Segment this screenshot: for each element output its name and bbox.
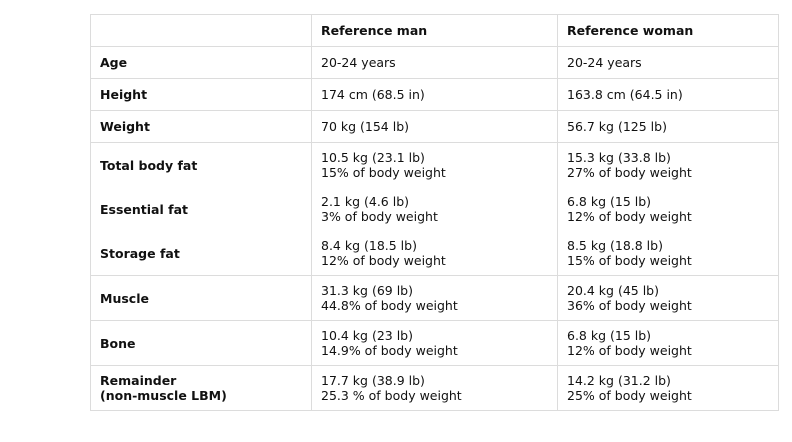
cell-line: 56.7 kg (125 lb) bbox=[567, 119, 667, 134]
table-body: Age 20-24 years 20-24 years Height 174 cm (6… bbox=[90, 46, 779, 411]
cell-line: 8.5 kg (18.8 lb) bbox=[567, 238, 663, 253]
cell-line: (non-muscle LBM) bbox=[100, 388, 227, 403]
cell-line: 15% of body weight bbox=[567, 253, 692, 268]
woman-cell: 56.7 kg (125 lb) bbox=[557, 110, 779, 143]
cell-line: 12% of body weight bbox=[567, 209, 692, 224]
man-cell: 10.5 kg (23.1 lb) 15% of body weight bbox=[311, 142, 558, 187]
table-row: Age 20-24 years 20-24 years bbox=[90, 46, 779, 79]
table-row: Essential fat 2.1 kg (4.6 lb) 3% of body w… bbox=[90, 187, 779, 231]
row-label: Storage fat bbox=[90, 231, 312, 276]
man-cell: 2.1 kg (4.6 lb) 3% of body weight bbox=[311, 187, 558, 231]
table-row: Muscle 31.3 kg (69 lb) 44.8% of body weigh… bbox=[90, 275, 779, 321]
table-row: Storage fat 8.4 kg (18.5 lb) 12% of body w… bbox=[90, 231, 779, 276]
woman-cell: 6.8 kg (15 lb) 12% of body weight bbox=[557, 320, 779, 366]
cell-line: Muscle bbox=[100, 290, 149, 306]
woman-cell: 8.5 kg (18.8 lb) 15% of body weight bbox=[557, 231, 779, 276]
man-cell: 10.4 kg (23 lb) 14.9% of body weight bbox=[311, 320, 558, 366]
row-label: Bone bbox=[90, 320, 312, 366]
cell-line: 6.8 kg (15 lb) bbox=[567, 328, 652, 343]
row-label: Muscle bbox=[90, 275, 312, 321]
woman-cell: 15.3 kg (33.8 lb) 27% of body weight bbox=[557, 142, 779, 187]
row-label: Essential fat bbox=[90, 187, 312, 231]
cell-line: 25% of body weight bbox=[567, 388, 692, 403]
header-row: Reference man Reference woman bbox=[90, 14, 779, 47]
cell-line: Height bbox=[100, 87, 148, 102]
woman-cell: 20-24 years bbox=[557, 46, 779, 79]
cell-line: 163.8 cm (64.5 in) bbox=[567, 87, 683, 102]
cell-line: Age bbox=[100, 55, 128, 70]
cell-line: 174 cm (68.5 in) bbox=[321, 87, 425, 102]
cell-line: 20-24 years bbox=[321, 55, 396, 70]
cell-line: 6.8 kg (15 lb) bbox=[567, 194, 652, 209]
man-cell: 8.4 kg (18.5 lb) 12% of body weight bbox=[311, 231, 558, 276]
row-label: Remainder (non-muscle LBM) bbox=[90, 365, 312, 411]
cell-line: 36% of body weight bbox=[567, 298, 692, 313]
header-cell bbox=[90, 14, 312, 47]
cell-line: 10.5 kg (23.1 lb) bbox=[321, 150, 425, 165]
cell-line: 8.4 kg (18.5 lb) bbox=[321, 238, 417, 253]
cell-line: 12% of body weight bbox=[567, 343, 692, 358]
woman-cell: 14.2 kg (31.2 lb) 25% of body weight bbox=[557, 365, 779, 411]
cell-line: 20.4 kg (45 lb) bbox=[567, 283, 659, 298]
table-row: Bone 10.4 kg (23 lb) 14.9% of body weight 6… bbox=[90, 320, 779, 366]
row-label: Height bbox=[90, 78, 312, 111]
cell-line: 14.2 kg (31.2 lb) bbox=[567, 373, 671, 388]
cell-line: Remainder bbox=[100, 373, 177, 388]
man-cell: 31.3 kg (69 lb) 44.8% of body weight bbox=[311, 275, 558, 321]
cell-line: 10.4 kg (23 lb) bbox=[321, 328, 413, 343]
man-cell: 17.7 kg (38.9 lb) 25.3 % of body weight bbox=[311, 365, 558, 411]
table-row: Height 174 cm (68.5 in) 163.8 cm (64.5 in) bbox=[90, 78, 779, 111]
reference-table: Reference man Reference woman Age 20-24 y… bbox=[90, 14, 779, 411]
cell-line: 12% of body weight bbox=[321, 253, 446, 268]
cell-line: 2.1 kg (4.6 lb) bbox=[321, 194, 410, 209]
cell-line: Bone bbox=[100, 335, 136, 351]
cell-line: Storage fat bbox=[100, 245, 180, 261]
row-label: Weight bbox=[90, 110, 312, 143]
cell-line: 15% of body weight bbox=[321, 165, 446, 180]
woman-cell: 20.4 kg (45 lb) 36% of body weight bbox=[557, 275, 779, 321]
cell-line: 3% of body weight bbox=[321, 209, 438, 224]
cell-line: Essential fat bbox=[100, 201, 188, 217]
cell-line: Weight bbox=[100, 119, 150, 134]
woman-cell: 6.8 kg (15 lb) 12% of body weight bbox=[557, 187, 779, 231]
row-label: Total body fat bbox=[90, 142, 312, 187]
cell-line: Total body fat bbox=[100, 157, 198, 173]
woman-cell: 163.8 cm (64.5 in) bbox=[557, 78, 779, 111]
man-cell: 174 cm (68.5 in) bbox=[311, 78, 558, 111]
row-label: Age bbox=[90, 46, 312, 79]
cell-line: 27% of body weight bbox=[567, 165, 692, 180]
header-cell: Reference man bbox=[311, 14, 558, 47]
cell-line: 14.9% of body weight bbox=[321, 343, 458, 358]
cell-line: 17.7 kg (38.9 lb) bbox=[321, 373, 425, 388]
man-cell: 20-24 years bbox=[311, 46, 558, 79]
cell-line: 31.3 kg (69 lb) bbox=[321, 283, 413, 298]
cell-line: 44.8% of body weight bbox=[321, 298, 458, 313]
table-row: Total body fat 10.5 kg (23.1 lb) 15% of bo… bbox=[90, 142, 779, 187]
cell-line: 25.3 % of body weight bbox=[321, 388, 462, 403]
cell-line: 20-24 years bbox=[567, 55, 642, 70]
cell-line: 15.3 kg (33.8 lb) bbox=[567, 150, 671, 165]
header-cell: Reference woman bbox=[557, 14, 779, 47]
man-cell: 70 kg (154 lb) bbox=[311, 110, 558, 143]
cell-line: 70 kg (154 lb) bbox=[321, 119, 410, 134]
table-row: Weight 70 kg (154 lb) 56.7 kg (125 lb) bbox=[90, 110, 779, 143]
table-row: Remainder (non-muscle LBM) 17.7 kg (38.9 l… bbox=[90, 365, 779, 411]
